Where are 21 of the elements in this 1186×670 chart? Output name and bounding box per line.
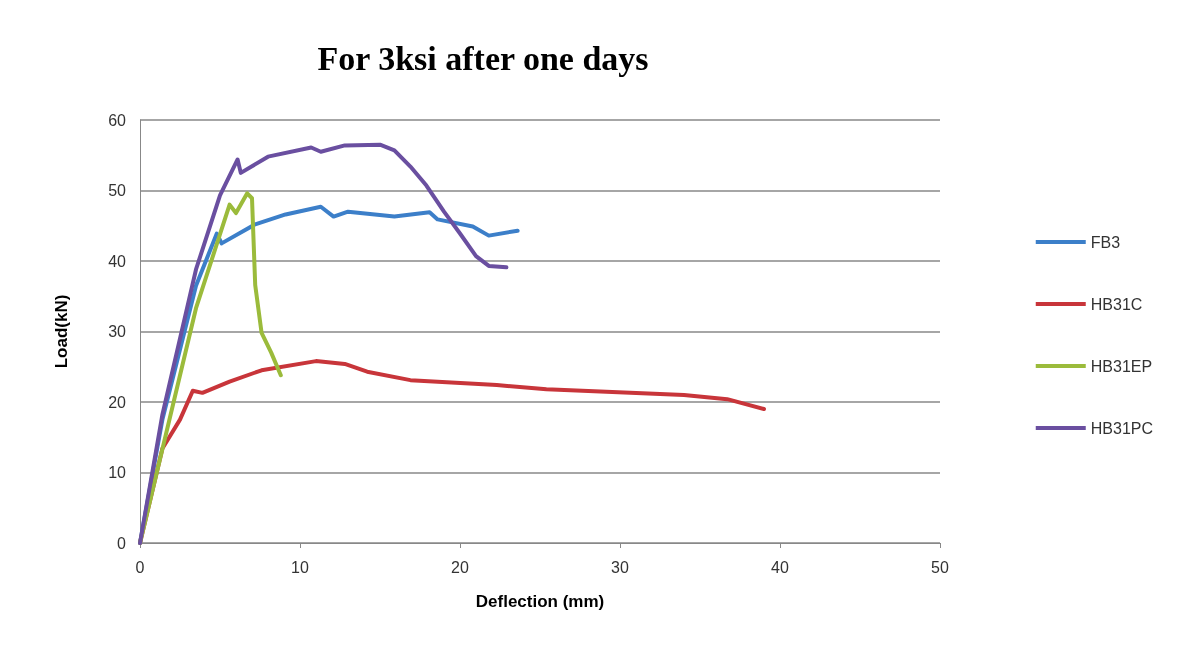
legend-label: HB31EP [1090, 357, 1153, 375]
line-series [138, 142, 509, 545]
y-tick-label: 0 [117, 534, 127, 552]
x-tick-label: 20 [451, 558, 469, 576]
legend-label: HB31C [1090, 295, 1143, 313]
y-tick-label: 40 [108, 252, 127, 270]
x-tick-label: 40 [771, 558, 789, 576]
y-tick-label: 60 [108, 111, 127, 129]
y-tick-label: 10 [108, 464, 127, 481]
chart-title: For 3ksi after one days [317, 39, 649, 77]
x-tick-label: 10 [291, 558, 309, 576]
y-tick-label: 20 [108, 393, 127, 411]
legend-label: FB3 [1090, 233, 1121, 251]
x-axis-title: Deflection (mm) [475, 592, 605, 611]
x-tick-label: 0 [135, 558, 145, 576]
x-tick-label: 50 [931, 558, 949, 576]
legend-label: HB31PC [1090, 419, 1153, 437]
y-axis-title: Load(kN) [52, 294, 71, 369]
y-tick-label: 30 [108, 323, 127, 340]
x-tick-label: 30 [611, 558, 629, 576]
y-tick-label: 50 [108, 182, 127, 199]
